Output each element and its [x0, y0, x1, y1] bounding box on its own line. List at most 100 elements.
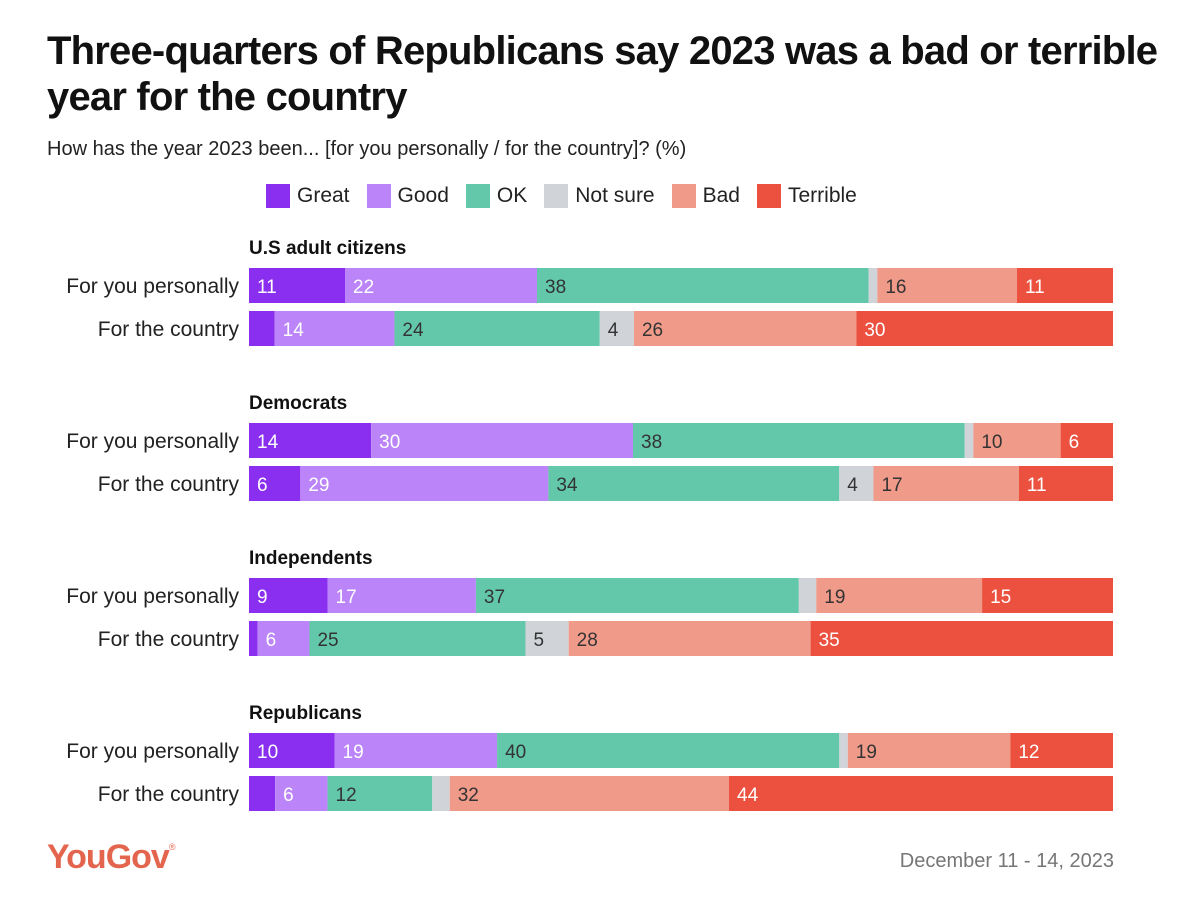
data-label: 6 [266, 630, 277, 651]
data-label: 32 [458, 785, 479, 806]
chart-title: Three-quarters of Republicans say 2023 w… [47, 29, 1158, 119]
legend-swatch [544, 184, 569, 208]
bar-segment-great [249, 268, 345, 303]
legend-label: OK [496, 184, 528, 207]
bar-segment-not-sure [839, 466, 874, 501]
bar-segment-terrible [1010, 733, 1113, 768]
bar-segment-bad [847, 733, 1011, 768]
bar-segment-good [334, 733, 498, 768]
bar-segment-bad [877, 268, 1017, 303]
data-label: 29 [308, 475, 329, 496]
bar-segment-great [249, 621, 258, 656]
legend: Great Good OK Not sure Bad Terrible [266, 184, 874, 208]
data-label: 10 [257, 742, 278, 763]
bar-segment-ok [548, 466, 840, 501]
data-label: 4 [608, 320, 619, 341]
chart-subtitle: How has the year 2023 been... [for you p… [47, 138, 687, 160]
bar-segment-not-sure [525, 621, 569, 656]
row-label: For you personally [66, 585, 239, 608]
data-label: 4 [847, 475, 858, 496]
bar-segment-good [257, 621, 310, 656]
data-label: 6 [283, 785, 294, 806]
data-label: 14 [257, 432, 279, 453]
legend-label: Not sure [575, 184, 655, 207]
survey-date: December 11 - 14, 2023 [899, 850, 1114, 872]
legend-item-terrible: Terrible [757, 184, 857, 208]
data-label: 6 [1069, 432, 1080, 453]
row-label: For you personally [66, 430, 239, 453]
data-label: 16 [885, 277, 906, 298]
data-label: 40 [505, 742, 526, 763]
data-label: 25 [317, 630, 338, 651]
legend-swatch [671, 184, 696, 208]
yougov-logo: YouGov® [47, 838, 176, 877]
legend-swatch [266, 184, 290, 208]
data-label: 34 [556, 475, 578, 496]
data-label: 12 [336, 785, 357, 806]
data-label: 14 [283, 320, 305, 341]
data-label: 24 [402, 320, 424, 341]
brand-name: YouGov [47, 838, 170, 876]
group-heading: U.S adult citizens [249, 238, 406, 259]
data-label: 17 [881, 475, 902, 496]
data-label: 30 [864, 320, 885, 341]
row-label: For the country [98, 318, 240, 341]
row-label: For the country [98, 783, 240, 806]
group-heading: Republicans [249, 703, 362, 724]
row-label: For the country [98, 628, 240, 651]
bar-segment-ok [497, 733, 840, 768]
bar-segment-ok [475, 578, 799, 613]
legend-item-bad: Bad [671, 184, 740, 208]
bar-segment-good [327, 578, 476, 613]
row-label: For the country [98, 473, 240, 496]
legend-item-not-sure: Not sure [544, 184, 655, 208]
bar-segment-bad [633, 311, 857, 346]
data-label: 6 [257, 475, 268, 496]
data-label: 5 [533, 630, 544, 651]
legend-label: Great [297, 184, 350, 207]
bar-segment-great [249, 466, 301, 501]
registered-mark: ® [168, 842, 176, 852]
legend-label: Bad [702, 184, 740, 207]
data-label: 15 [990, 587, 1011, 608]
bar-segment-bad [816, 578, 983, 613]
bar-segment-ok [394, 311, 600, 346]
legend-label: Good [397, 184, 449, 207]
group-heading: Democrats [249, 393, 347, 414]
legend-item-good: Good [366, 184, 449, 208]
legend-item-ok: OK [465, 184, 528, 208]
data-label: 22 [353, 277, 374, 298]
data-label: 37 [484, 587, 505, 608]
bar-segment-bad [973, 423, 1061, 458]
bar-segment-ok [309, 621, 526, 656]
data-label: 11 [257, 277, 277, 298]
bar-segment-great [249, 423, 372, 458]
bar-segment-great [249, 578, 328, 613]
bar-segment-good [275, 776, 328, 811]
bar-segment-great [249, 733, 335, 768]
bar-segment-terrible [856, 311, 1113, 346]
bar-segment-terrible [810, 621, 1113, 656]
row-label: For you personally [66, 275, 239, 298]
legend-swatch [465, 184, 490, 208]
bar-segment-ok [327, 776, 433, 811]
group-heading: Independents [249, 548, 373, 569]
data-label: 19 [824, 587, 845, 608]
bar-segment-great [249, 311, 275, 346]
bar-segment-good [345, 268, 537, 303]
data-label: 19 [856, 742, 877, 763]
bar-segment-good [371, 423, 633, 458]
data-label: 17 [336, 587, 357, 608]
bar-segment-terrible [1018, 466, 1113, 501]
bar-segment-not-sure [798, 578, 817, 613]
bar-segment-bad [449, 776, 729, 811]
data-label: 9 [257, 587, 268, 608]
bar-segment-not-sure [868, 268, 878, 303]
legend-swatch [366, 184, 391, 208]
bar-segment-good [300, 466, 549, 501]
data-label: 30 [379, 432, 400, 453]
bar-segment-terrible [982, 578, 1113, 613]
data-label: 11 [1025, 277, 1045, 298]
data-label: 10 [981, 432, 1002, 453]
